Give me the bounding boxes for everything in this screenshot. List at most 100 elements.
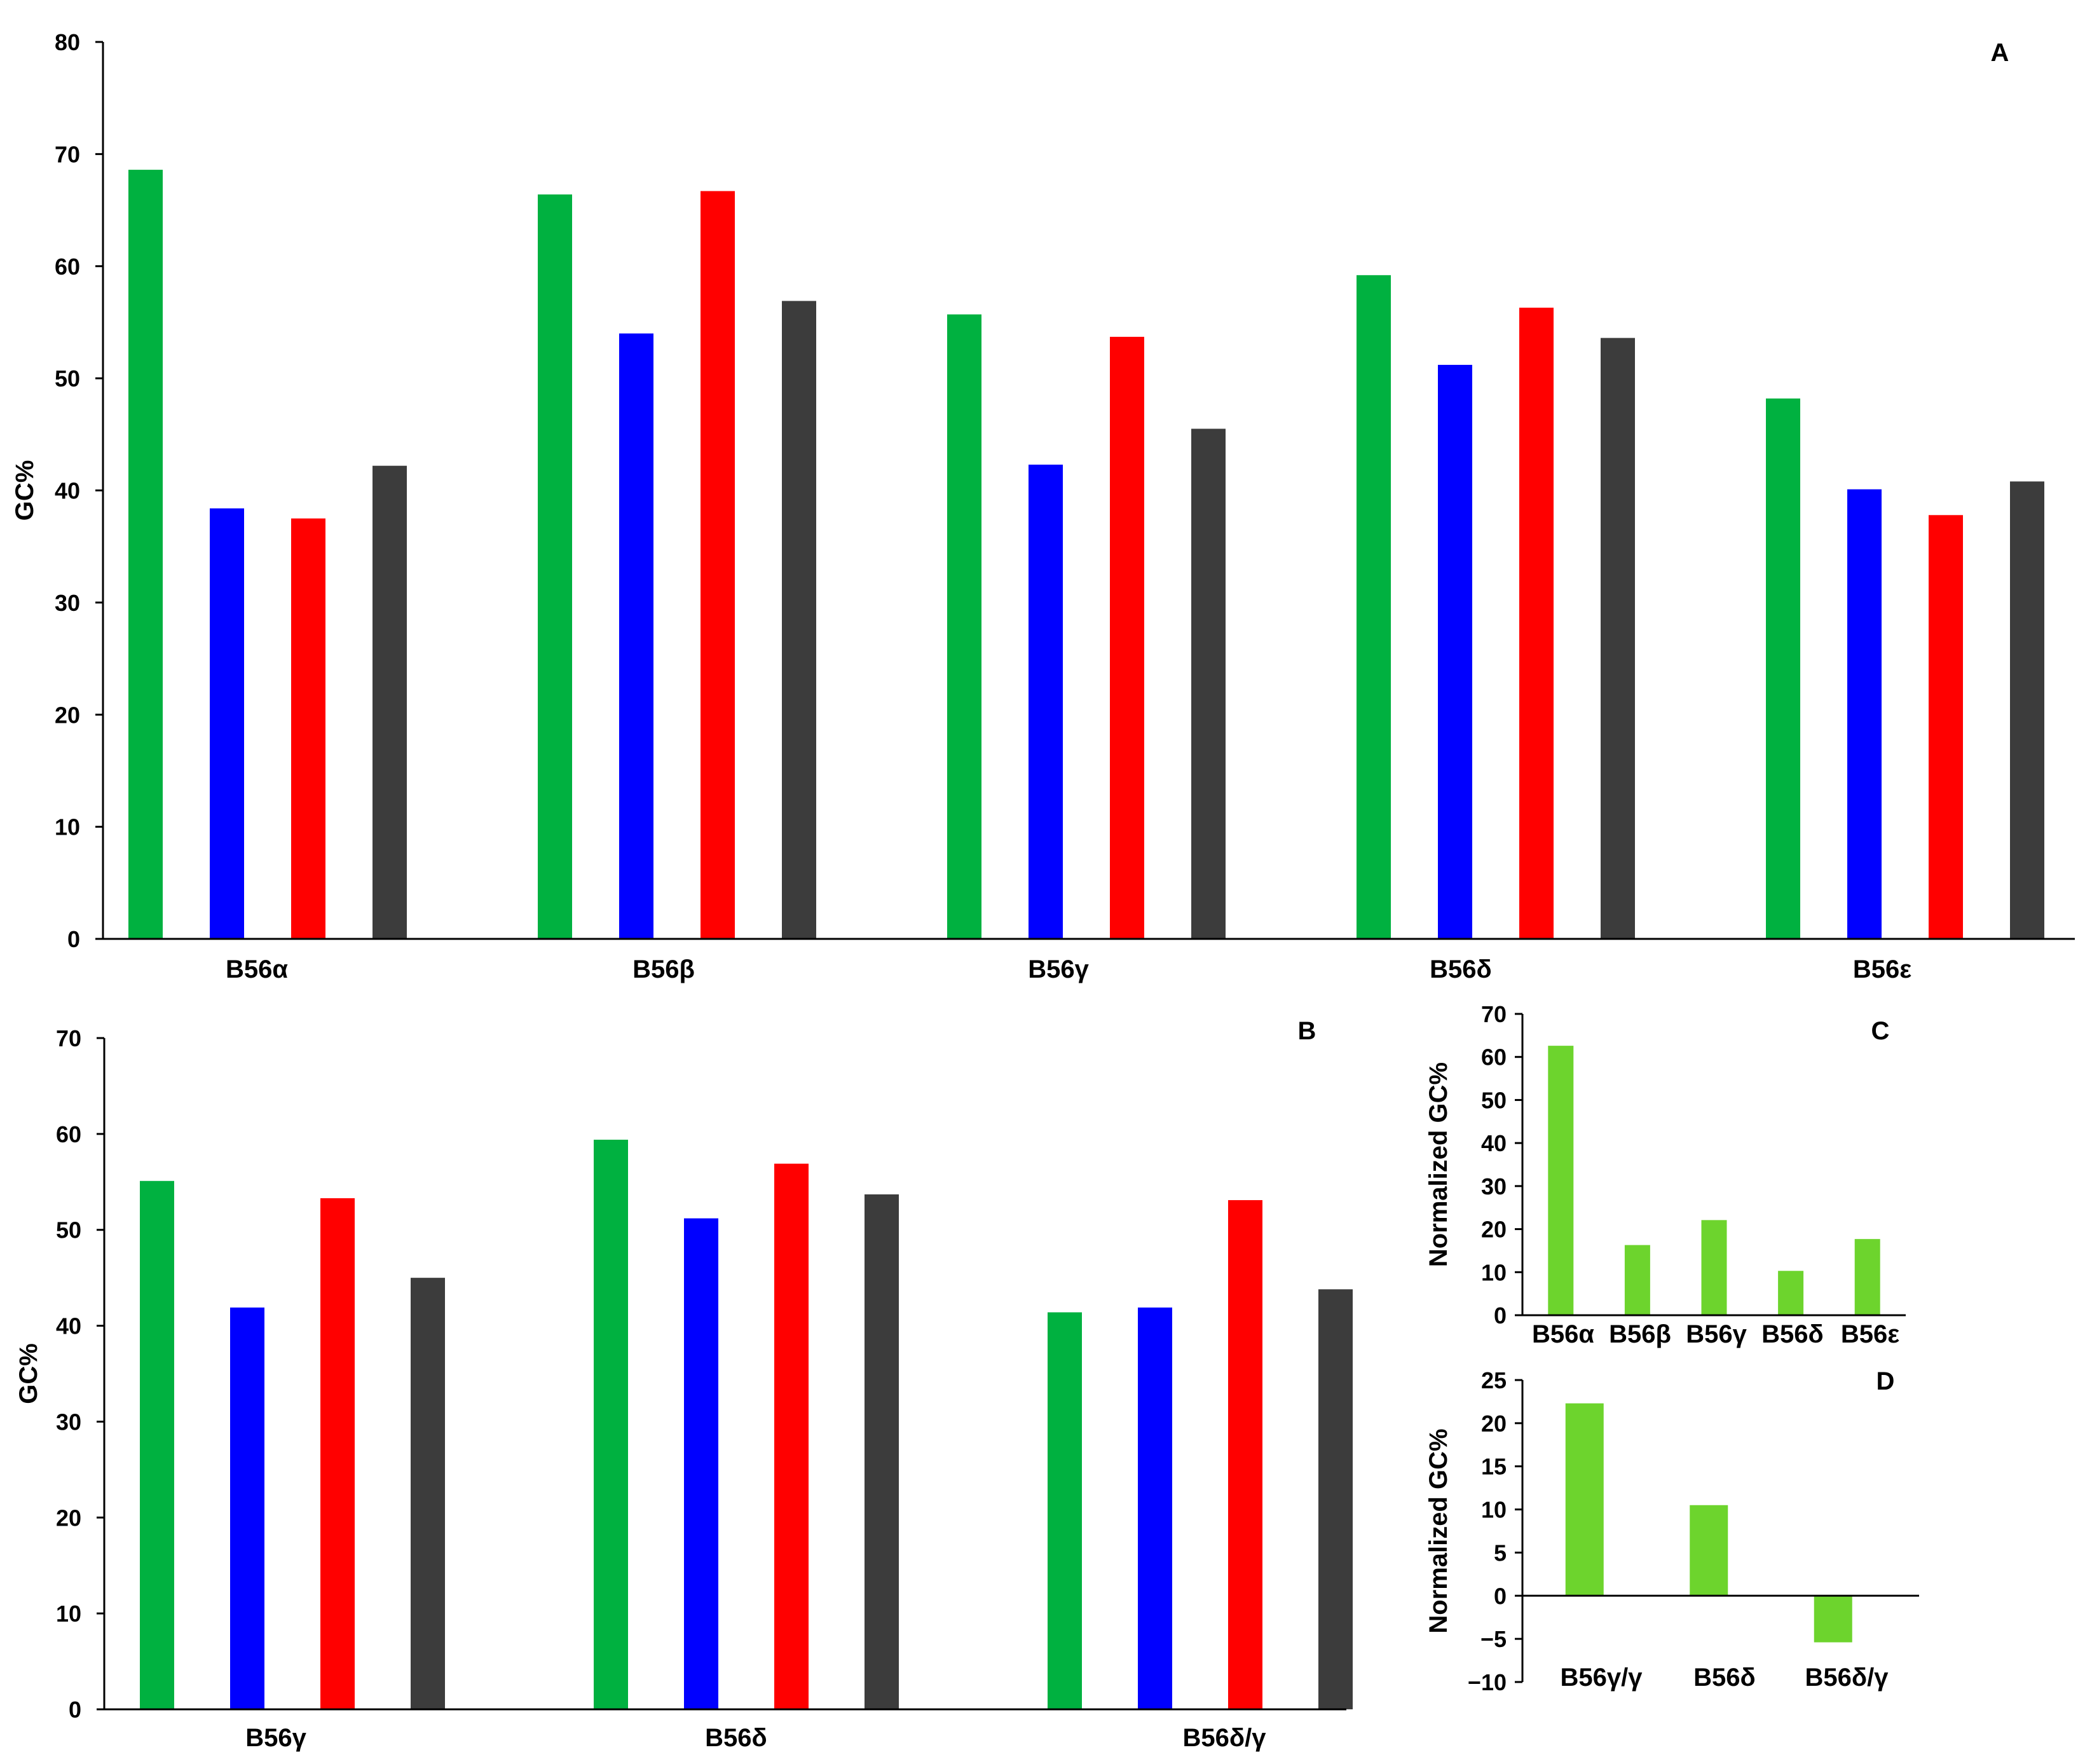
x-category-label-d-0: B56γ/γ <box>1561 1664 1643 1692</box>
y-tick-label-a-4: 40 <box>55 478 80 504</box>
bar-a-c4-s2 <box>1929 515 1963 939</box>
y-tick-label-c-0: 0 <box>1494 1302 1507 1329</box>
bar-a-c4-s3 <box>2010 481 2044 939</box>
y-axis-label-c: Normalized GC% <box>1425 1062 1453 1267</box>
y-tick-label-c-6: 60 <box>1481 1044 1507 1070</box>
y-tick-label-d-7: 25 <box>1481 1367 1507 1393</box>
y-axis-label-d: Normalized GC% <box>1425 1428 1453 1633</box>
y-tick-label-c-5: 50 <box>1481 1087 1507 1113</box>
x-category-label-a-3: B56δ <box>1430 955 1492 983</box>
y-tick-label-b-2: 20 <box>56 1505 81 1531</box>
bar-b-c2-s0 <box>1048 1312 1082 1709</box>
panel-label-b: B <box>1298 1017 1316 1045</box>
bar-a-c0-s2 <box>291 518 325 939</box>
bar-a-c0-s3 <box>373 465 407 939</box>
panel-label-d: D <box>1876 1367 1895 1395</box>
bar-a-c2-s0 <box>947 314 981 939</box>
x-category-label-c-4: B56ε <box>1841 1320 1899 1348</box>
bar-a-c2-s1 <box>1029 464 1063 939</box>
bar-a-c1-s1 <box>619 333 653 939</box>
bar-d-c2-s0 <box>1814 1596 1852 1643</box>
y-tick-label-b-3: 30 <box>56 1409 81 1435</box>
bar-c-c0-s0 <box>1548 1046 1574 1315</box>
y-tick-label-d-2: 0 <box>1494 1583 1507 1609</box>
bar-c-c3-s0 <box>1778 1271 1804 1315</box>
y-tick-label-a-0: 0 <box>67 926 80 952</box>
bar-b-c2-s2 <box>1228 1200 1262 1709</box>
x-category-label-b-1: B56δ <box>705 1724 767 1752</box>
bar-a-c1-s3 <box>782 301 816 939</box>
y-tick-label-a-2: 20 <box>55 702 80 728</box>
bar-b-c1-s1 <box>684 1218 718 1709</box>
y-tick-label-d-3: 5 <box>1494 1540 1507 1566</box>
bar-a-c2-s2 <box>1110 336 1144 939</box>
y-tick-label-a-8: 80 <box>55 29 80 55</box>
x-category-label-b-0: B56γ <box>245 1724 306 1752</box>
bar-b-c0-s3 <box>411 1278 445 1709</box>
bar-b-c1-s3 <box>865 1194 899 1709</box>
x-category-label-c-2: B56γ <box>1686 1320 1747 1348</box>
bar-d-c1-s0 <box>1690 1505 1728 1596</box>
x-category-label-c-1: B56β <box>1609 1320 1671 1348</box>
bar-c-c2-s0 <box>1701 1220 1727 1315</box>
bar-a-c0-s0 <box>128 170 163 939</box>
y-tick-label-c-3: 30 <box>1481 1173 1507 1200</box>
bar-a-c3-s2 <box>1519 308 1554 939</box>
bar-a-c3-s0 <box>1357 275 1391 939</box>
bar-b-c2-s3 <box>1318 1289 1353 1709</box>
panel-c: 0 10 20 30 40 50 60 70 B56α B56β B56γ B56δ B56ε Norma… <box>1425 1001 1906 1348</box>
y-axis-label-b: GC% <box>15 1343 43 1404</box>
panel-d: −10 −5 0 5 10 15 20 25 B56γ/γ B56δ B56δ/γ Normalize… <box>1425 1367 1919 1695</box>
panel-label-a: A <box>1991 39 2009 67</box>
bar-b-c1-s2 <box>774 1163 809 1709</box>
y-tick-label-b-5: 50 <box>56 1217 81 1243</box>
y-tick-label-d-6: 20 <box>1481 1411 1507 1437</box>
bar-d-c0-s0 <box>1565 1403 1604 1596</box>
y-tick-label-b-1: 10 <box>56 1601 81 1627</box>
x-category-label-c-3: B56δ <box>1761 1320 1824 1348</box>
x-category-label-d-1: B56δ <box>1693 1664 1756 1692</box>
panel-label-c: C <box>1871 1017 1890 1045</box>
y-tick-label-d-1: −5 <box>1480 1626 1507 1652</box>
bar-c-c1-s0 <box>1624 1245 1650 1315</box>
bar-b-c0-s1 <box>230 1307 264 1709</box>
y-tick-label-c-1: 10 <box>1481 1259 1507 1285</box>
x-category-label-d-2: B56δ/γ <box>1805 1664 1889 1692</box>
bar-c-c4-s0 <box>1854 1239 1880 1315</box>
y-tick-label-c-4: 40 <box>1481 1130 1507 1156</box>
bar-b-c1-s0 <box>594 1139 628 1709</box>
bar-a-c0-s1 <box>210 508 244 939</box>
y-tick-label-a-5: 50 <box>55 366 80 392</box>
x-category-label-c-0: B56α <box>1532 1320 1594 1348</box>
y-tick-label-c-7: 70 <box>1481 1001 1507 1027</box>
y-tick-label-d-4: 10 <box>1481 1497 1507 1523</box>
x-category-label-b-2: B56δ/γ <box>1183 1724 1267 1752</box>
x-category-label-a-0: B56α <box>226 955 288 983</box>
bar-b-c0-s0 <box>140 1180 174 1709</box>
y-axis-label-a: GC% <box>11 460 39 521</box>
y-tick-label-b-6: 60 <box>56 1121 81 1147</box>
x-category-label-a-1: B56β <box>632 955 695 983</box>
y-tick-label-d-5: 15 <box>1481 1454 1507 1480</box>
bar-a-c3-s3 <box>1601 338 1635 939</box>
bar-a-c4-s0 <box>1766 398 1800 939</box>
y-tick-label-a-7: 70 <box>55 141 80 167</box>
bar-b-c2-s1 <box>1138 1307 1172 1709</box>
bar-a-c1-s2 <box>701 191 735 939</box>
y-tick-label-a-6: 60 <box>55 254 80 280</box>
bar-a-c3-s1 <box>1438 364 1472 939</box>
x-category-label-a-2: B56γ <box>1028 955 1089 983</box>
y-tick-label-b-4: 40 <box>56 1313 81 1339</box>
y-tick-label-a-3: 30 <box>55 590 80 616</box>
bar-a-c1-s0 <box>538 194 572 939</box>
bar-b-c0-s2 <box>320 1198 355 1709</box>
y-tick-label-a-1: 10 <box>55 814 80 840</box>
y-tick-label-d-0: −10 <box>1468 1669 1507 1695</box>
bar-a-c2-s3 <box>1191 428 1226 939</box>
panel-b: 0 10 20 30 40 50 60 70 B56γ B56δ B56δ/γ GC% B <box>15 1017 1353 1752</box>
panel-a: 0 10 20 30 40 50 60 70 80 B56α B56β B56γ B56δ B56ε GC%… <box>11 29 2075 983</box>
y-tick-label-c-2: 20 <box>1481 1217 1507 1243</box>
y-tick-label-b-0: 0 <box>69 1697 81 1723</box>
bar-a-c4-s1 <box>1847 489 1882 939</box>
